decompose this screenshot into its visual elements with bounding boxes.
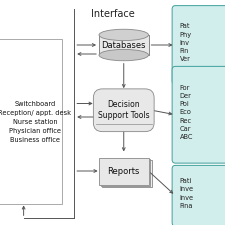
Text: Reports: Reports xyxy=(108,166,140,176)
Text: Switchboard
Reception/ appt. desk
Nurse station
Physician office
Business office: Switchboard Reception/ appt. desk Nurse … xyxy=(0,101,71,142)
FancyBboxPatch shape xyxy=(0,39,62,204)
Text: Pati
Inve
Inve
Fina: Pati Inve Inve Fina xyxy=(180,178,194,209)
Ellipse shape xyxy=(99,50,148,61)
FancyBboxPatch shape xyxy=(172,6,225,84)
Ellipse shape xyxy=(99,29,148,40)
Text: Interface: Interface xyxy=(91,9,134,19)
Text: Pat
Phy
Inv
Fin
Ver: Pat Phy Inv Fin Ver xyxy=(180,23,192,62)
Text: Databases: Databases xyxy=(101,40,146,50)
FancyBboxPatch shape xyxy=(172,66,225,163)
Bar xyxy=(99,35,148,55)
Bar xyxy=(101,159,150,186)
FancyBboxPatch shape xyxy=(93,89,154,132)
Bar xyxy=(102,160,152,187)
Text: Decision
Support Tools: Decision Support Tools xyxy=(98,100,150,120)
Bar xyxy=(99,158,148,184)
Text: For
Der
Poi
Eco
Rec
Car
ABC: For Der Poi Eco Rec Car ABC xyxy=(180,85,193,140)
FancyBboxPatch shape xyxy=(172,165,225,225)
